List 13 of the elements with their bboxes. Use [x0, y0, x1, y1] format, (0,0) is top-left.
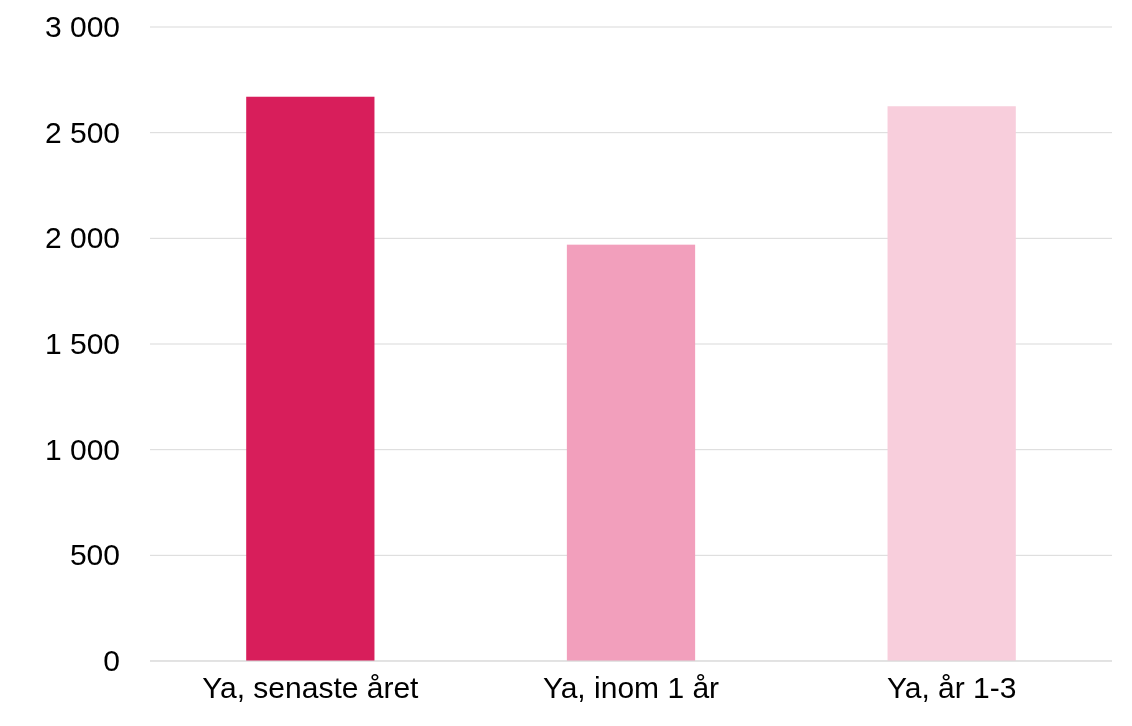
- x-tick-label: Ya, inom 1 år: [542, 671, 720, 705]
- x-tick-label: Ya, år 1-3: [886, 671, 1017, 705]
- y-tick-label: 1 000: [44, 432, 120, 466]
- y-tick-label: 2 500: [44, 115, 120, 149]
- x-tick-label: Ya, senaste året: [202, 671, 420, 705]
- y-tick-label: 1 500: [44, 327, 120, 361]
- y-tick-label: 0: [103, 644, 120, 678]
- bar: [566, 244, 696, 661]
- bar: [246, 96, 375, 661]
- y-tick-label: 500: [69, 538, 120, 572]
- y-tick-label: 3 000: [44, 10, 120, 44]
- bar: [887, 106, 1016, 661]
- y-tick-label: 2 000: [44, 221, 120, 255]
